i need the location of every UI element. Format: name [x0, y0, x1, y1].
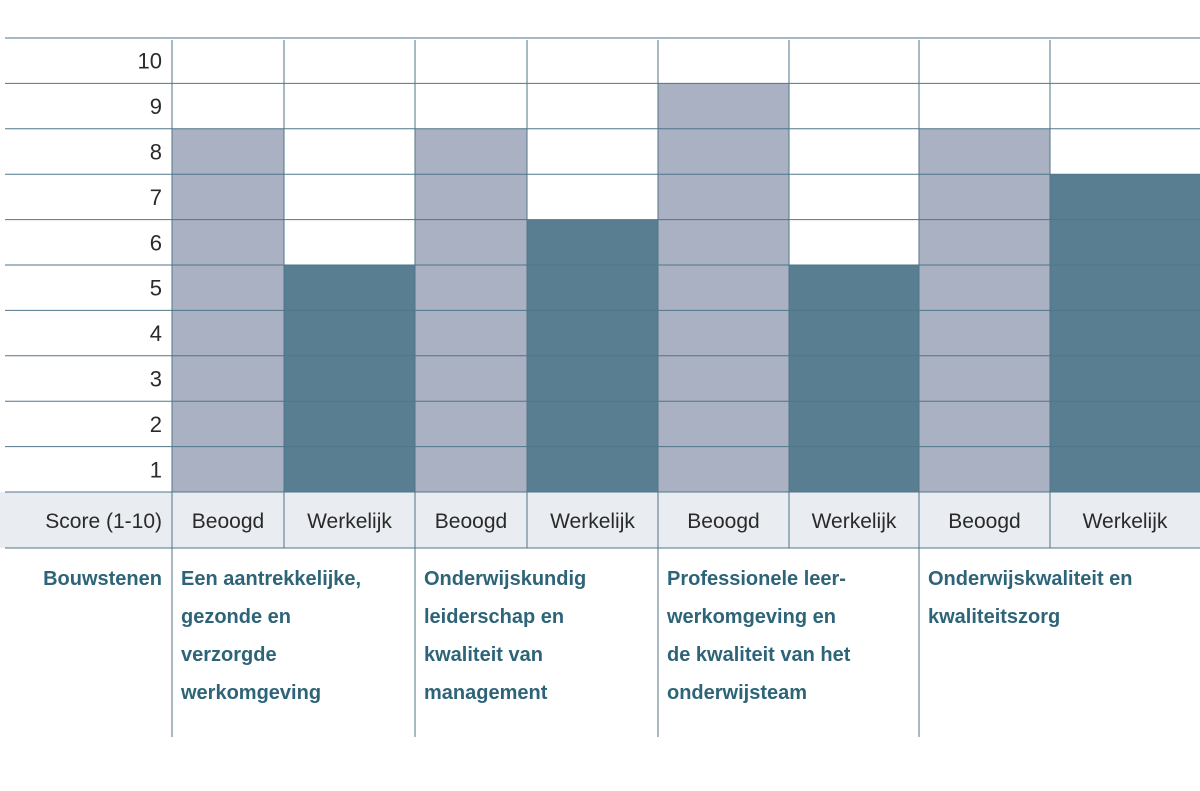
group-3-label-line-2: werkomgeving en [666, 606, 836, 628]
bouwstenen-label: Bouwstenen [43, 568, 162, 590]
group-labels: Een aantrekkelijke, gezonde en verzorgde we… [180, 568, 1133, 704]
group-1-label-line-4: werkomgeving [180, 682, 321, 704]
header-beoogd-3: Beoogd [687, 510, 759, 533]
bar-werkelijk-3 [789, 265, 919, 492]
bars-layer [172, 83, 1200, 493]
bar-beoogd-3 [658, 83, 789, 493]
group-4-label-line-2: kwaliteitszorg [928, 606, 1060, 628]
header-werkelijk-3: Werkelijk [812, 510, 897, 533]
y-tick-7: 7 [150, 185, 162, 210]
y-tick-8: 8 [150, 140, 162, 165]
y-tick-labels: 1 2 3 4 5 6 7 8 9 10 [138, 49, 162, 483]
y-tick-2: 2 [150, 412, 162, 437]
series-header-labels: Beoogd Werkelijk Beoogd Werkelijk Beoogd Werk… [192, 510, 1168, 533]
group-1-label-line-2: gezonde en [181, 606, 291, 628]
y-tick-9: 9 [150, 94, 162, 119]
header-beoogd-4: Beoogd [948, 510, 1020, 533]
group-3-label-line-4: onderwijsteam [667, 682, 807, 704]
group-1-label-line-1: Een aantrekkelijke, [181, 568, 361, 590]
header-werkelijk-1: Werkelijk [307, 510, 392, 533]
header-werkelijk-2: Werkelijk [550, 510, 635, 533]
group-2-label-line-3: kwaliteit van [424, 644, 543, 666]
group-1-label-line-3: verzorgde [181, 644, 277, 666]
group-3-label-line-1: Professionele leer- [667, 568, 846, 590]
grid-layer [5, 37, 1200, 737]
header-beoogd-1: Beoogd [192, 510, 264, 533]
y-tick-6: 6 [150, 230, 162, 255]
group-2-label-line-2: leiderschap en [424, 606, 564, 628]
group-2-label-line-1: Onderwijskundig [424, 568, 586, 590]
y-tick-4: 4 [150, 321, 162, 346]
y-tick-3: 3 [150, 367, 162, 392]
y-tick-10: 10 [138, 49, 162, 74]
group-3-label-line-3: de kwaliteit van het [667, 644, 851, 666]
bar-werkelijk-1 [284, 265, 415, 492]
header-werkelijk-4: Werkelijk [1083, 510, 1168, 533]
group-4-label-line-1: Onderwijskwaliteit en [928, 568, 1133, 590]
group-2-label-line-4: management [424, 682, 548, 704]
header-band [0, 492, 1200, 548]
header-beoogd-2: Beoogd [435, 510, 507, 533]
y-tick-5: 5 [150, 276, 162, 301]
score-header-label: Score (1-10) [45, 510, 162, 533]
y-tick-1: 1 [150, 457, 162, 482]
bar-werkelijk-4 [1050, 174, 1200, 492]
